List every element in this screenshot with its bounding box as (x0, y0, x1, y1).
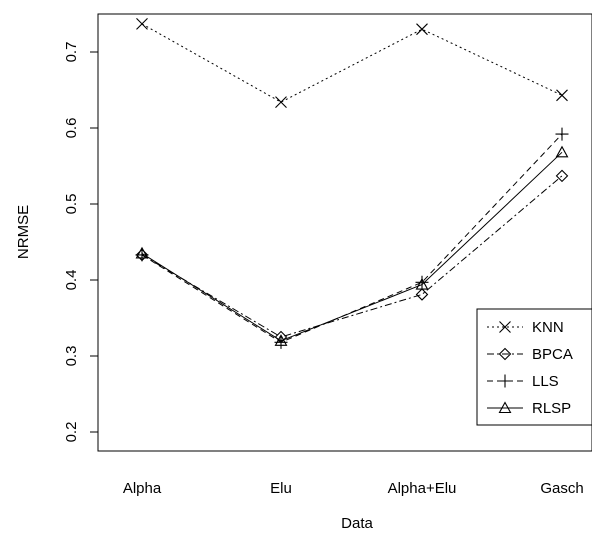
x-tick-label: Gasch (540, 480, 583, 497)
marker-x (275, 96, 287, 109)
y-tick-label: 0.4 (63, 270, 80, 291)
x-tick-label: Alpha (123, 480, 162, 497)
legend-item-knn: KNN (487, 319, 564, 336)
series-line (141, 175, 563, 338)
y-tick-label: 0.7 (63, 42, 80, 63)
marker-x (499, 321, 511, 333)
legend-item-rlsp: RLSP (487, 400, 571, 417)
marker-triangle (135, 246, 149, 259)
y-tick-label: 0.2 (63, 422, 80, 443)
series-knn (136, 17, 568, 109)
marker-plus (498, 374, 512, 388)
series-layer (135, 17, 569, 349)
marker-x (556, 89, 568, 102)
marker-diamond (555, 169, 569, 183)
legend-item-lls: LLS (487, 373, 559, 390)
legend-label: KNN (532, 319, 564, 336)
marker-plus (555, 127, 569, 141)
legend: KNN BPCA LLS RLSP (476, 308, 592, 426)
marker-diamond (415, 288, 429, 301)
marker-x (416, 23, 428, 36)
marker-x (136, 17, 148, 30)
legend-label: LLS (532, 373, 559, 390)
x-tick-label: Alpha+Elu (388, 480, 457, 497)
legend-label: BPCA (532, 346, 573, 363)
marker-triangle (415, 277, 429, 290)
x-tick-label: Elu (270, 480, 292, 497)
legend-item-bpca: BPCA (487, 346, 573, 363)
plot-frame (97, 13, 592, 452)
y-axis-label: NRMSE (15, 205, 32, 259)
marker-triangle (274, 334, 288, 346)
series-line (141, 151, 563, 342)
series-rlsp (135, 145, 569, 346)
marker-diamond (498, 347, 512, 361)
y-tick-label: 0.3 (63, 346, 80, 367)
y-tick-label: 0.6 (63, 118, 80, 139)
marker-triangle (555, 145, 569, 158)
legend-label: RLSP (532, 400, 571, 417)
series-line (141, 23, 563, 103)
marker-plus (135, 248, 149, 262)
legend-box (476, 308, 592, 426)
y-axis: 0.2 0.3 0.4 0.5 0.6 0.7 (63, 42, 98, 443)
x-axis: Alpha Elu Alpha+Elu Gasch (123, 480, 584, 497)
y-tick-label: 0.5 (63, 194, 80, 215)
x-axis-label: Data (341, 515, 373, 532)
marker-triangle (498, 401, 512, 414)
